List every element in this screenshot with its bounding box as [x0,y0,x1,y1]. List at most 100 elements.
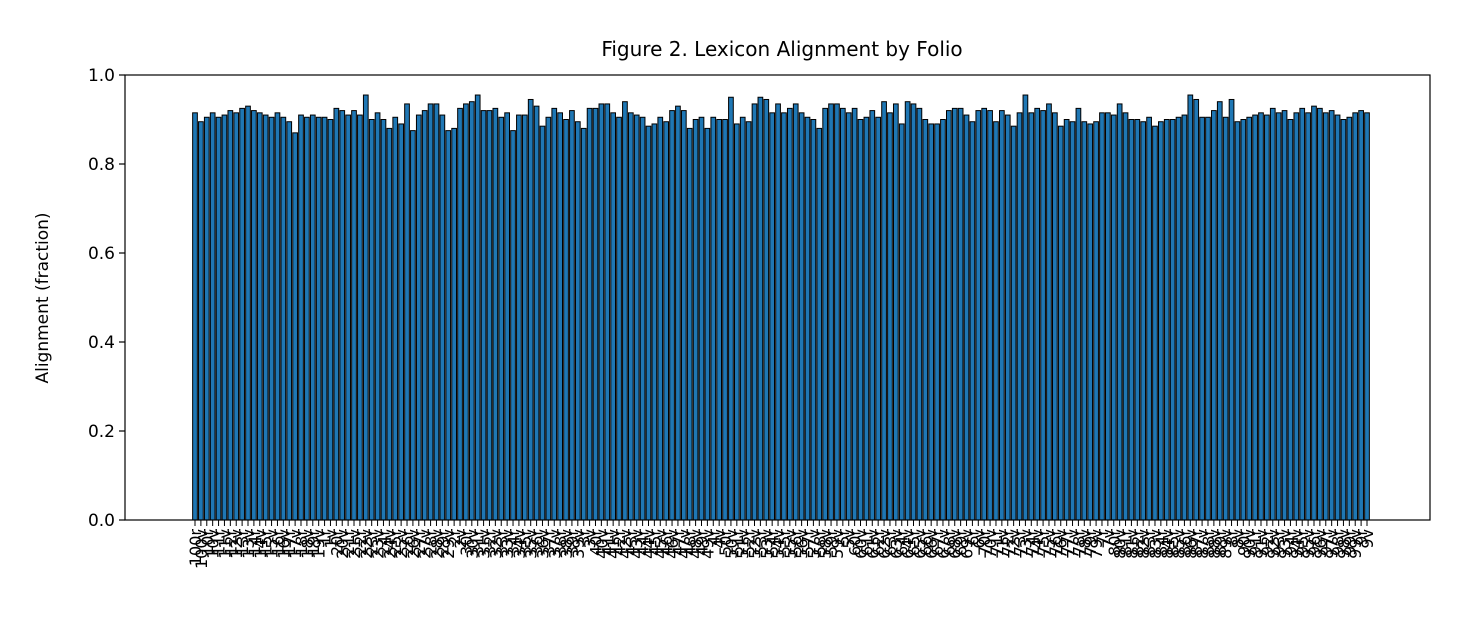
x-tick-label: 92v [1264,529,1283,559]
bar [486,110,493,521]
x-tick-label: 81v [1122,529,1141,559]
x-tick-label: 73v [1016,529,1035,559]
x-tick-label: 37v [545,529,564,559]
x-tick-label: 58v [816,529,835,559]
x-tick-label: 90v [1240,529,1259,559]
bar [480,110,487,521]
bar [969,121,976,521]
bar [309,114,316,521]
x-tick-label: 2v [451,529,470,549]
x-tick-label: 55r [775,529,794,556]
x-tick-label: 99v [1346,529,1365,559]
x-tick-label: 54v [769,529,788,559]
bar [1081,121,1088,521]
bar [504,112,510,521]
x-tick-label: 86v [1181,529,1200,559]
bar [987,110,993,521]
bar [315,116,322,521]
bar [415,114,422,521]
bar [380,119,387,521]
x-tick-label: 12v [227,529,246,559]
bar [1258,112,1264,521]
bar [1281,110,1288,521]
bar [1334,114,1341,521]
bar [627,112,634,521]
bar [362,94,369,521]
x-tick-label: 14v [251,529,270,559]
bar [639,116,646,521]
x-tick-label: 82r [1128,529,1147,556]
bar [1299,107,1306,521]
x-tick-label: 8v [1228,529,1247,549]
bar [298,114,304,521]
x-tick-label: 62v [875,529,894,559]
bar [1169,119,1176,521]
bar [604,103,611,521]
bar [622,101,628,521]
bar [716,119,723,521]
x-tick-label: 25v [392,529,411,559]
bar [928,123,935,521]
bar [198,121,204,521]
bar [215,116,222,521]
x-tick-label: 21r [339,529,358,556]
x-tick-label: 36v [533,529,552,559]
bar [1163,119,1170,521]
bar [763,98,770,521]
bar [610,112,617,521]
bar [404,103,410,521]
x-tick-label: 5v [840,529,859,549]
x-tick-label: 17r [280,529,299,556]
bar [945,110,952,521]
bar [775,103,781,521]
x-tick-label: 13r [233,529,252,556]
x-tick-label: 32v [486,529,505,559]
x-tick-label: 81r [1117,529,1136,556]
bar [1105,112,1111,521]
bar [645,125,652,521]
bar [1016,112,1023,521]
bar [304,116,310,521]
x-tick-label: 11r [210,529,229,556]
x-tick-label: 68r [940,529,959,556]
bar [851,107,858,521]
x-tick-label: 57r [799,529,818,556]
bar [804,116,811,521]
x-tick-label: 77r [1058,529,1077,556]
x-tick-label: 46r [657,529,676,556]
bar [1040,110,1046,521]
bar [221,114,228,521]
bar [669,110,675,521]
bar [892,103,899,521]
x-tick-label: 39v [569,529,588,559]
x-tick-label: 72r [999,529,1018,556]
x-tick-label: 16v [274,529,293,559]
x-tick-label: 70r [975,529,994,556]
bar [1246,116,1253,521]
x-tick-label: 15r [257,529,276,556]
x-tick-label: 84r [1152,529,1171,556]
bar [1317,107,1323,521]
bar [1199,116,1205,521]
x-tick-label: 40v [592,529,611,559]
x-tick-label: 75r [1034,529,1053,556]
bar [1028,112,1035,521]
x-tick-label: 20v [333,529,352,559]
x-tick-label: 19v [310,529,329,559]
x-tick-label: 32r [480,529,499,556]
x-tick-label: 90r [1234,529,1253,556]
x-tick-label: 25r [386,529,405,556]
bar [280,116,287,521]
bar [1346,116,1353,521]
x-tick-label: 11v [215,529,234,559]
x-tick-label: 58r [810,529,829,556]
bar [887,112,893,521]
bar [1269,107,1276,521]
x-tick-label: 22r [351,529,370,556]
y-axis-label: Alignment (fraction) [33,212,53,383]
bar [845,112,852,521]
bar [357,114,363,521]
bar [569,110,575,521]
x-tick-label: 36r [528,529,547,556]
